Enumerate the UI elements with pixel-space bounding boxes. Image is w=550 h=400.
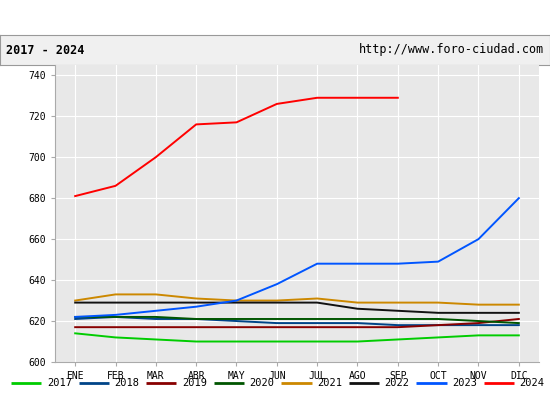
Text: Evolucion num de emigrantes en Ares: Evolucion num de emigrantes en Ares (116, 10, 435, 26)
Text: http://www.foro-ciudad.com: http://www.foro-ciudad.com (359, 44, 544, 56)
Text: 2024: 2024 (520, 378, 544, 388)
Text: 2018: 2018 (114, 378, 139, 388)
Text: 2019: 2019 (182, 378, 207, 388)
Text: 2020: 2020 (250, 378, 274, 388)
Text: 2022: 2022 (384, 378, 410, 388)
Text: 2017 - 2024: 2017 - 2024 (6, 44, 84, 56)
Text: 2023: 2023 (452, 378, 477, 388)
Text: 2017: 2017 (47, 378, 72, 388)
Text: 2021: 2021 (317, 378, 342, 388)
